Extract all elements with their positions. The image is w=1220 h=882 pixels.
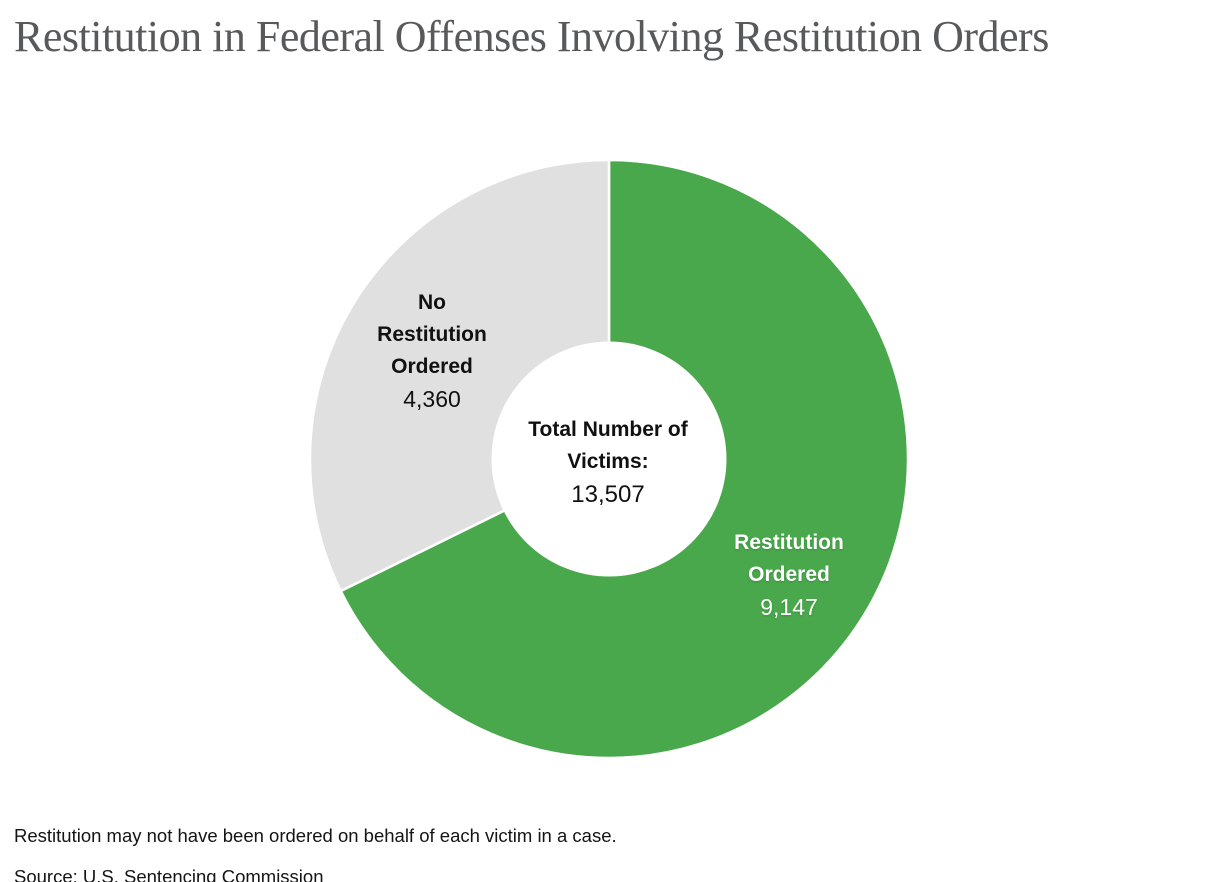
chart-title: Restitution in Federal Offenses Involvin… [14, 12, 1049, 61]
footnote: Restitution may not have been ordered on… [14, 824, 617, 846]
donut-hole [491, 341, 727, 577]
source-line: Source: U.S. Sentencing Commission [14, 865, 324, 882]
